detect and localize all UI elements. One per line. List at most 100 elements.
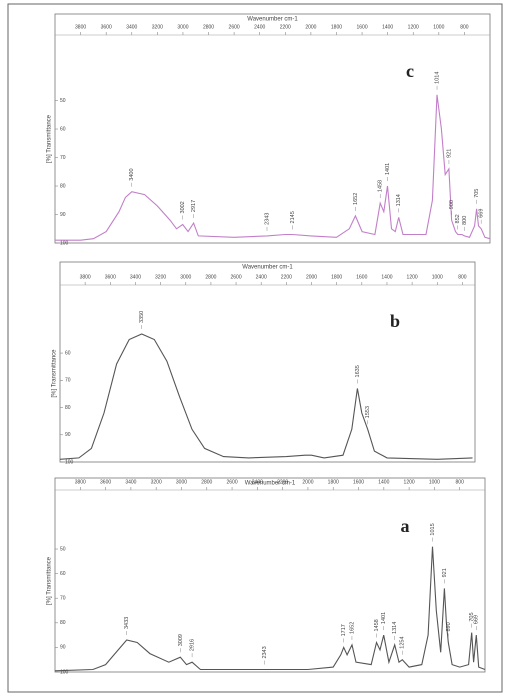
x-tick-label: 2400 xyxy=(256,274,267,280)
peak-label: 1717 xyxy=(341,624,347,636)
panel-label: c xyxy=(406,61,414,81)
x-tick-label: 3000 xyxy=(177,24,188,30)
spectrum-line xyxy=(59,333,473,460)
x-tick-label: 2600 xyxy=(229,24,240,30)
y-tick-label: 50 xyxy=(60,546,66,552)
peak-label: 3002 xyxy=(180,201,186,213)
peak-label: 1652 xyxy=(349,622,355,634)
peak-label: 669 xyxy=(474,615,480,624)
x-tick-label: 2400 xyxy=(254,24,265,30)
panel-frame xyxy=(59,261,476,463)
peak-label: 921 xyxy=(446,149,452,158)
x-tick-label: 3600 xyxy=(101,24,112,30)
peak-label: 705 xyxy=(474,189,480,198)
x-tick-label: 2800 xyxy=(203,24,214,30)
x-tick-label: 2800 xyxy=(205,274,216,280)
peak-label: 1314 xyxy=(392,622,398,634)
x-tick-label: 1200 xyxy=(408,24,419,30)
y-tick-label: 70 xyxy=(60,596,66,602)
y-tick-label: 50 xyxy=(60,98,66,104)
x-axis-label: Wavenumber cm-1 xyxy=(247,17,298,23)
peak-label: 1458 xyxy=(378,180,384,192)
peak-label: 1652 xyxy=(353,193,359,205)
spectrum-line xyxy=(54,546,486,672)
x-tick-label: 3400 xyxy=(126,24,137,30)
peak-label: 1014 xyxy=(434,72,440,84)
x-tick-label: 1600 xyxy=(356,24,367,30)
x-tick-label: 2200 xyxy=(281,274,292,280)
peak-label: 1314 xyxy=(396,194,402,206)
x-tick-label: 3000 xyxy=(180,274,191,280)
x-tick-label: 1600 xyxy=(353,479,364,485)
peak-label: 2343 xyxy=(264,213,270,225)
y-tick-label: 90 xyxy=(60,645,66,651)
peak-label: 1553 xyxy=(365,406,371,418)
peak-label: 852 xyxy=(455,214,461,223)
peak-label: 3009 xyxy=(178,634,184,646)
x-tick-label: 1800 xyxy=(331,24,342,30)
x-tick-label: 2600 xyxy=(230,274,241,280)
y-tick-label: 60 xyxy=(60,571,66,577)
y-tick-label: 90 xyxy=(60,212,66,218)
peak-label: 1254 xyxy=(400,636,406,648)
x-tick-label: 1200 xyxy=(407,274,418,280)
x-tick-label: 800 xyxy=(458,274,467,280)
x-tick-label: 1400 xyxy=(382,24,393,30)
peak-label: 705 xyxy=(469,612,475,621)
peak-label: 2145 xyxy=(290,211,296,223)
peak-label: 1401 xyxy=(381,612,387,624)
spectrum-line xyxy=(55,94,491,241)
y-tick-label: 100 xyxy=(60,669,69,675)
x-tick-label: 1000 xyxy=(429,479,440,485)
x-tick-label: 800 xyxy=(456,479,465,485)
y-tick-label: 90 xyxy=(65,432,71,438)
x-tick-label: 3400 xyxy=(130,274,141,280)
x-tick-label: 800 xyxy=(460,24,469,30)
y-tick-label: 100 xyxy=(65,459,74,465)
x-tick-label: 1600 xyxy=(356,274,367,280)
y-tick-label: 60 xyxy=(60,126,66,132)
x-tick-label: 3400 xyxy=(125,479,136,485)
y-axis-label: [%] Transmittance xyxy=(47,556,53,605)
x-tick-label: 2000 xyxy=(305,24,316,30)
x-tick-label: 2000 xyxy=(306,274,317,280)
x-tick-label: 2600 xyxy=(226,479,237,485)
x-tick-label: 3200 xyxy=(155,274,166,280)
x-tick-label: 3800 xyxy=(80,274,91,280)
x-axis-label: Wavenumber cm-1 xyxy=(242,265,293,271)
peak-label: 2916 xyxy=(190,639,196,651)
peak-label: 3400 xyxy=(129,168,135,180)
y-tick-label: 80 xyxy=(65,405,71,411)
x-tick-label: 2000 xyxy=(302,479,313,485)
x-tick-label: 2400 xyxy=(252,479,263,485)
x-tick-label: 1800 xyxy=(331,274,342,280)
peak-label: 3433 xyxy=(124,617,130,629)
peak-label: 890 xyxy=(446,622,452,631)
y-axis-label: [%] Transmittance xyxy=(47,114,53,163)
y-tick-label: 100 xyxy=(60,240,69,246)
x-tick-label: 1200 xyxy=(404,479,415,485)
panel-label: b xyxy=(390,311,400,331)
y-tick-label: 80 xyxy=(60,183,66,189)
x-tick-label: 3800 xyxy=(75,24,86,30)
x-tick-label: 3800 xyxy=(75,479,86,485)
peak-label: 1635 xyxy=(355,365,361,377)
x-tick-label: 2200 xyxy=(277,479,288,485)
y-axis-label: [%] Transmittance xyxy=(52,349,58,398)
peak-label: 2343 xyxy=(262,646,268,658)
panel-label: a xyxy=(401,516,410,536)
peak-label: 921 xyxy=(442,568,448,577)
x-tick-label: 3600 xyxy=(105,274,116,280)
y-tick-label: 60 xyxy=(65,350,71,356)
y-tick-label: 70 xyxy=(60,155,66,161)
peak-label: 1401 xyxy=(385,163,391,175)
peak-label: 1458 xyxy=(374,619,380,631)
peak-label: 669 xyxy=(479,209,485,218)
peak-label: 1015 xyxy=(430,523,436,535)
x-tick-label: 3200 xyxy=(151,479,162,485)
x-tick-label: 3200 xyxy=(152,24,163,30)
y-tick-label: 70 xyxy=(65,378,71,384)
peak-label: 2917 xyxy=(191,200,197,212)
x-tick-label: 1400 xyxy=(378,479,389,485)
